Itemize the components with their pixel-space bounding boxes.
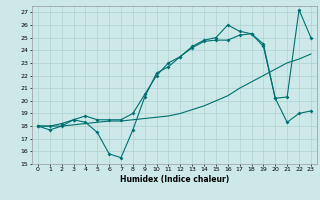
X-axis label: Humidex (Indice chaleur): Humidex (Indice chaleur) <box>120 175 229 184</box>
